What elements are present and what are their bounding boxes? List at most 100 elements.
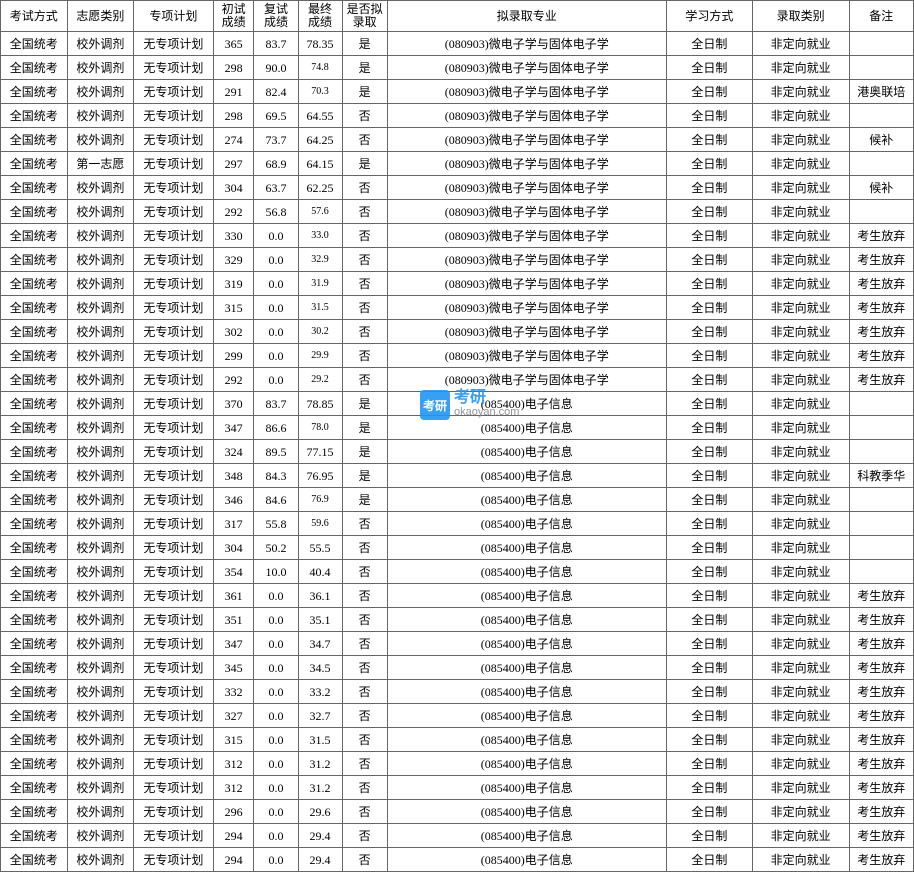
cell-col8: 全日制 [666,848,752,872]
cell-col1: 校外调剂 [67,656,134,680]
cell-col6: 否 [342,800,387,824]
cell-col6: 否 [342,608,387,632]
cell-col5: 34.7 [298,632,342,656]
table-row: 全国统考校外调剂无专项计划30450.255.5否(085400)电子信息全日制… [1,536,914,560]
cell-col3: 324 [213,440,254,464]
table-row: 全国统考校外调剂无专项计划32489.577.15是(085400)电子信息全日… [1,440,914,464]
cell-col10: 候补 [849,176,914,200]
cell-col10 [849,440,914,464]
cell-col7: (080903)微电子学与固体电子学 [387,152,666,176]
cell-col2: 无专项计划 [134,272,213,296]
cell-col3: 329 [213,248,254,272]
cell-col5: 31.5 [298,728,342,752]
cell-col3: 351 [213,608,254,632]
cell-col10: 考生放弃 [849,752,914,776]
cell-col2: 无专项计划 [134,536,213,560]
cell-col1: 校外调剂 [67,272,134,296]
cell-col10 [849,416,914,440]
cell-col9: 非定向就业 [752,440,849,464]
cell-col8: 全日制 [666,416,752,440]
cell-col0: 全国统考 [1,728,68,752]
table-row: 全国统考校外调剂无专项计划3020.030.2否(080903)微电子学与固体电… [1,320,914,344]
cell-col8: 全日制 [666,104,752,128]
header-col5: 最终成绩 [298,1,342,32]
cell-col6: 否 [342,656,387,680]
cell-col10: 考生放弃 [849,296,914,320]
cell-col3: 292 [213,368,254,392]
cell-col6: 否 [342,512,387,536]
cell-col2: 无专项计划 [134,824,213,848]
cell-col8: 全日制 [666,608,752,632]
cell-col7: (085400)电子信息 [387,752,666,776]
cell-col9: 非定向就业 [752,320,849,344]
cell-col1: 校外调剂 [67,512,134,536]
cell-col7: (085400)电子信息 [387,416,666,440]
cell-col1: 校外调剂 [67,320,134,344]
cell-col0: 全国统考 [1,824,68,848]
cell-col5: 31.9 [298,272,342,296]
cell-col0: 全国统考 [1,488,68,512]
table-row: 全国统考校外调剂无专项计划27473.764.25否(080903)微电子学与固… [1,128,914,152]
cell-col10: 考生放弃 [849,656,914,680]
cell-col1: 校外调剂 [67,752,134,776]
cell-col3: 327 [213,704,254,728]
cell-col9: 非定向就业 [752,80,849,104]
cell-col0: 全国统考 [1,296,68,320]
cell-col9: 非定向就业 [752,32,849,56]
table-row: 全国统考校外调剂无专项计划3150.031.5否(085400)电子信息全日制非… [1,728,914,752]
cell-col10: 考生放弃 [849,680,914,704]
cell-col2: 无专项计划 [134,320,213,344]
cell-col9: 非定向就业 [752,344,849,368]
cell-col2: 无专项计划 [134,776,213,800]
cell-col8: 全日制 [666,512,752,536]
table-row: 全国统考校外调剂无专项计划3300.033.0否(080903)微电子学与固体电… [1,224,914,248]
cell-col4: 83.7 [254,32,298,56]
cell-col9: 非定向就业 [752,248,849,272]
cell-col3: 302 [213,320,254,344]
cell-col1: 校外调剂 [67,728,134,752]
cell-col0: 全国统考 [1,104,68,128]
cell-col10 [849,56,914,80]
cell-col4: 0.0 [254,656,298,680]
cell-col3: 292 [213,200,254,224]
cell-col6: 否 [342,536,387,560]
cell-col3: 304 [213,176,254,200]
cell-col7: (080903)微电子学与固体电子学 [387,272,666,296]
cell-col2: 无专项计划 [134,368,213,392]
cell-col10 [849,536,914,560]
cell-col6: 是 [342,80,387,104]
header-col4: 复试成绩 [254,1,298,32]
cell-col10: 考生放弃 [849,800,914,824]
cell-col10: 考生放弃 [849,224,914,248]
table-row: 全国统考校外调剂无专项计划3290.032.9否(080903)微电子学与固体电… [1,248,914,272]
table-row: 全国统考校外调剂无专项计划3610.036.1否(085400)电子信息全日制非… [1,584,914,608]
cell-col4: 0.0 [254,368,298,392]
cell-col9: 非定向就业 [752,704,849,728]
cell-col10 [849,488,914,512]
cell-col5: 57.6 [298,200,342,224]
cell-col8: 全日制 [666,176,752,200]
cell-col10: 考生放弃 [849,848,914,872]
cell-col8: 全日制 [666,704,752,728]
cell-col5: 40.4 [298,560,342,584]
cell-col7: (085400)电子信息 [387,512,666,536]
cell-col8: 全日制 [666,128,752,152]
table-row: 全国统考校外调剂无专项计划30463.762.25否(080903)微电子学与固… [1,176,914,200]
cell-col10: 考生放弃 [849,728,914,752]
cell-col7: (085400)电子信息 [387,632,666,656]
cell-col7: (085400)电子信息 [387,608,666,632]
cell-col2: 无专项计划 [134,848,213,872]
cell-col0: 全国统考 [1,80,68,104]
cell-col7: (080903)微电子学与固体电子学 [387,104,666,128]
cell-col10: 考生放弃 [849,272,914,296]
cell-col3: 304 [213,536,254,560]
cell-col6: 否 [342,824,387,848]
header-col1: 志愿类别 [67,1,134,32]
cell-col6: 是 [342,440,387,464]
cell-col9: 非定向就业 [752,536,849,560]
table-row: 全国统考校外调剂无专项计划36583.778.35是(080903)微电子学与固… [1,32,914,56]
cell-col1: 校外调剂 [67,128,134,152]
cell-col1: 校外调剂 [67,56,134,80]
cell-col7: (080903)微电子学与固体电子学 [387,176,666,200]
cell-col1: 校外调剂 [67,32,134,56]
